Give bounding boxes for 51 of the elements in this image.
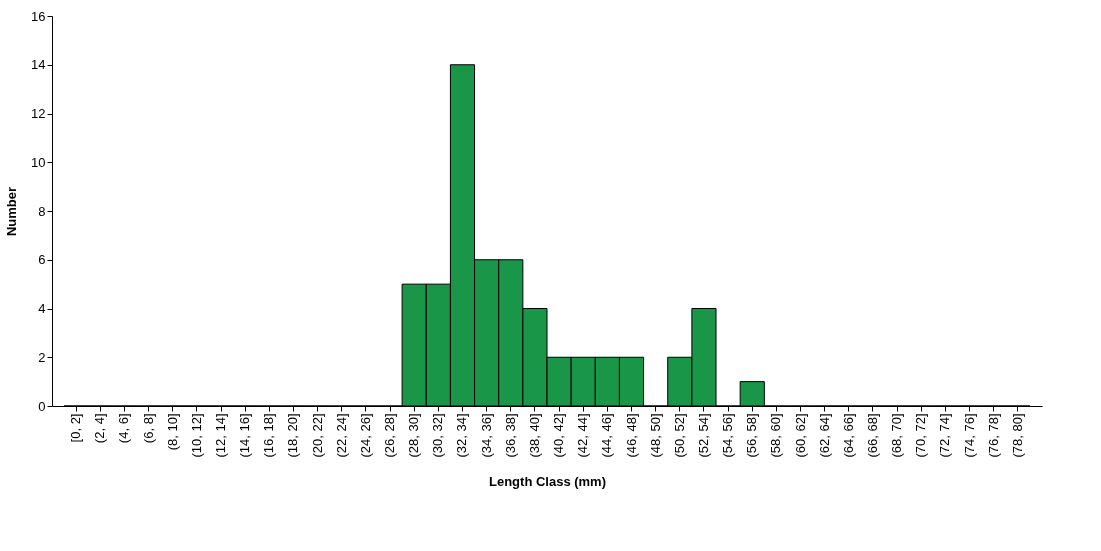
x-tick-label: (36, 38] <box>502 413 518 458</box>
x-tick-label: (50, 52] <box>671 413 687 458</box>
x-tick-label: (30, 32] <box>430 413 446 458</box>
x-tick-label: (28, 30] <box>406 413 422 458</box>
x-tick-label: (60, 62] <box>792 413 808 458</box>
x-tick-label: (54, 56] <box>720 413 736 458</box>
x-tick-label: (46, 48] <box>623 413 639 458</box>
x-tick-label: (64, 66] <box>840 413 856 458</box>
x-tick-label: (40, 42] <box>551 413 567 458</box>
x-tick-label: (58, 60] <box>768 413 784 458</box>
x-tick-label: (18, 20] <box>285 413 301 458</box>
x-axis-title: Length Class (mm) <box>488 473 607 489</box>
x-tick-label: (76, 78] <box>985 413 1001 458</box>
y-tick-label: 2 <box>38 349 46 365</box>
x-tick-label: (26, 28] <box>382 413 398 458</box>
x-tick-label: (4, 6] <box>116 413 132 444</box>
x-tick-label: (34, 36] <box>478 413 494 458</box>
x-tick-label: (10, 12] <box>188 413 204 458</box>
x-tick-label: (20, 22] <box>309 413 325 458</box>
x-tick-label: (72, 74] <box>937 413 953 458</box>
x-tick-label: (6, 8] <box>140 413 156 444</box>
x-tick-label: (16, 18] <box>261 413 277 458</box>
y-tick-label: 16 <box>31 8 46 24</box>
x-tick-label: (2, 4] <box>92 413 108 444</box>
x-tick-label: (24, 26] <box>357 413 373 458</box>
y-tick-label: 6 <box>38 252 46 268</box>
x-tick-label: (78, 80] <box>1009 413 1025 458</box>
x-tick-label: (8, 10] <box>164 413 180 451</box>
y-tick-label: 14 <box>31 57 46 73</box>
x-tick-label: (68, 70] <box>889 413 905 458</box>
x-tick-label: (12, 14] <box>213 413 229 458</box>
y-tick-label: 10 <box>31 154 46 170</box>
x-tick-label: (22, 24] <box>333 413 349 458</box>
x-tick-label: (66, 68] <box>864 413 880 458</box>
x-tick-label: (32, 34] <box>454 413 470 458</box>
x-tick-label: (14, 16] <box>237 413 253 458</box>
y-tick-label: 12 <box>31 106 46 121</box>
y-tick-label: 4 <box>38 301 46 316</box>
y-axis-title: Number <box>4 186 20 237</box>
y-tick-label: 8 <box>38 203 46 219</box>
x-tick-label: (52, 54] <box>695 413 711 458</box>
x-tick-label: (42, 44] <box>575 413 591 458</box>
x-tick-label: [0, 2] <box>68 413 84 443</box>
x-tick-label: (38, 40] <box>526 413 542 458</box>
y-tick-label: 0 <box>38 398 46 414</box>
x-tick-label: (74, 76] <box>961 413 977 458</box>
x-tick-label: (62, 64] <box>816 413 832 458</box>
x-tick-label: (48, 50] <box>647 413 663 458</box>
x-tick-label: (44, 46] <box>599 413 615 458</box>
x-tick-label: (56, 58] <box>744 413 760 458</box>
x-tick-label: (70, 72] <box>913 413 929 458</box>
